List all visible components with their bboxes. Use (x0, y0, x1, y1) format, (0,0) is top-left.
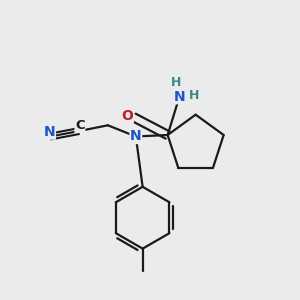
Text: N: N (130, 130, 142, 143)
Text: O: O (122, 109, 133, 123)
Text: C: C (75, 119, 85, 132)
Text: N: N (44, 125, 56, 139)
Text: H: H (189, 89, 199, 102)
Text: N: N (174, 90, 185, 104)
Text: H: H (171, 76, 182, 89)
